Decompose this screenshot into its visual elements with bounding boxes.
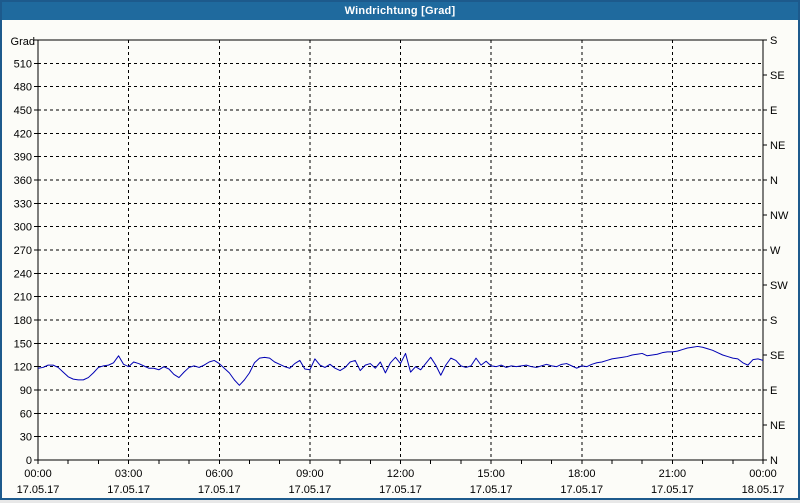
time-label: 21:00	[659, 468, 687, 480]
wind-direction-line	[37, 345, 764, 386]
date-label: 17.05.17	[379, 484, 422, 496]
time-label: 03:00	[115, 468, 143, 480]
date-label: 17.05.17	[651, 484, 694, 496]
time-label: 18:00	[568, 468, 596, 480]
axis-ticks	[34, 39, 767, 464]
time-label: 00:00	[749, 468, 777, 480]
date-label: 17.05.17	[198, 484, 241, 496]
svg-text:450: 450	[14, 105, 32, 117]
svg-text:N: N	[770, 175, 778, 187]
svg-text:420: 420	[14, 128, 32, 140]
chart-area: 0 30 60 90 120 150 180 210 240 270 300 330 360 390 420…	[2, 20, 798, 498]
time-label: 15:00	[477, 468, 505, 480]
time-label: 06:00	[205, 468, 233, 480]
svg-text:330: 330	[14, 198, 32, 210]
title-bar: Windrichtung [Grad]	[2, 2, 798, 20]
svg-text:180: 180	[14, 315, 32, 327]
svg-text:120: 120	[14, 362, 32, 374]
svg-text:NW: NW	[770, 210, 789, 222]
svg-text:NE: NE	[770, 420, 785, 432]
date-label: 17.05.17	[288, 484, 331, 496]
date-label: 17.05.17	[17, 484, 60, 496]
window-title: Windrichtung [Grad]	[344, 5, 456, 17]
wind-direction-chart: 0 30 60 90 120 150 180 210 240 270 300 330 360 390 420…	[11, 35, 789, 496]
svg-text:150: 150	[14, 338, 32, 350]
svg-text:NE: NE	[770, 140, 785, 152]
svg-text:30: 30	[20, 432, 32, 444]
x-axis-labels: 00:00 17.05.17 03:00 17.05.17 06:00 17.05.17 0…	[17, 468, 785, 496]
svg-text:SE: SE	[770, 70, 785, 82]
svg-text:90: 90	[20, 385, 32, 397]
time-label: 12:00	[387, 468, 415, 480]
svg-text:SE: SE	[770, 350, 785, 362]
date-label: 17.05.17	[560, 484, 603, 496]
svg-text:210: 210	[14, 292, 32, 304]
svg-text:270: 270	[14, 245, 32, 257]
date-label: 18.05.17	[742, 484, 785, 496]
gridlines	[38, 40, 763, 460]
svg-text:510: 510	[14, 58, 32, 70]
svg-text:S: S	[770, 35, 777, 47]
svg-text:SW: SW	[770, 280, 788, 292]
svg-text:N: N	[770, 455, 778, 467]
date-label: 17.05.17	[470, 484, 513, 496]
svg-text:E: E	[770, 105, 777, 117]
svg-text:240: 240	[14, 268, 32, 280]
svg-text:S: S	[770, 315, 777, 327]
y-axis-unit-label: Grad	[11, 36, 35, 48]
compass-axis-labels: N NE E SE S SW W NW N NE E SE S	[770, 35, 789, 467]
svg-text:480: 480	[14, 82, 32, 94]
y-axis-labels: 0 30 60 90 120 150 180 210 240 270 300 330 360 390 420…	[11, 36, 35, 467]
time-label: 09:00	[296, 468, 324, 480]
svg-text:0: 0	[26, 455, 32, 467]
date-label: 17.05.17	[107, 484, 150, 496]
svg-text:300: 300	[14, 222, 32, 234]
svg-text:W: W	[770, 245, 781, 257]
svg-text:390: 390	[14, 152, 32, 164]
svg-text:60: 60	[20, 408, 32, 420]
time-label: 00:00	[24, 468, 52, 480]
svg-text:360: 360	[14, 175, 32, 187]
svg-text:E: E	[770, 385, 777, 397]
